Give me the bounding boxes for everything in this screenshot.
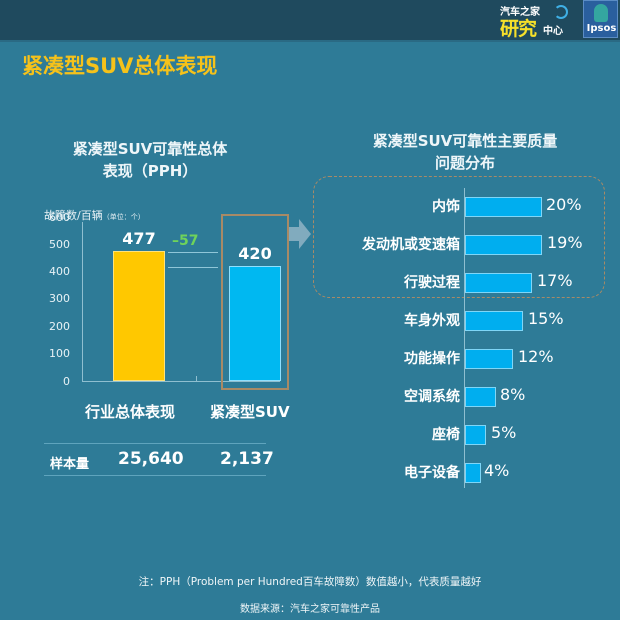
- category-label-suv: 紧凑型SUV: [210, 403, 290, 421]
- issue-label: 车身外观: [404, 313, 460, 329]
- bar-value-suv: 420: [238, 244, 272, 263]
- issue-label: 空调系统: [404, 389, 460, 405]
- y-tick: 300: [49, 292, 70, 305]
- y-tick: 500: [49, 238, 70, 251]
- sample-rule-bottom: [44, 475, 266, 476]
- top-issues-highlight-box: [313, 176, 605, 298]
- issue-label: 功能操作: [404, 351, 460, 367]
- issue-bar: [465, 235, 542, 255]
- issue-row: 电子设备 4%: [0, 460, 620, 484]
- issue-row: 行驶过程 17%: [0, 270, 620, 294]
- issue-bar: [465, 463, 481, 483]
- logo-text-big: 研究: [500, 18, 537, 40]
- issue-bar: [465, 349, 513, 369]
- bar-value-industry: 477: [122, 229, 156, 248]
- sample-rule-top: [44, 443, 266, 444]
- right-title-line2: 问题分布: [434, 154, 495, 172]
- ipsos-text: Ipsos: [586, 23, 617, 34]
- autohome-research-logo: 汽车之家 研究 中心: [500, 2, 578, 40]
- y-tick: 400: [49, 265, 70, 278]
- issue-label: 电子设备: [404, 465, 460, 481]
- bar-industry: [113, 251, 165, 381]
- issue-value: 8%: [500, 385, 526, 404]
- issue-bar: [465, 387, 496, 407]
- left-title-line2: 表现（PPH）: [102, 162, 198, 180]
- issue-value: 12%: [518, 347, 554, 366]
- swirl-icon: [554, 5, 568, 19]
- page-title: 紧凑型SUV总体表现: [22, 54, 218, 78]
- issue-value: 4%: [484, 461, 510, 480]
- right-chart-title: 紧凑型SUV可靠性主要质量 问题分布: [325, 130, 605, 174]
- issue-row: 车身外观 15%: [0, 308, 620, 332]
- y-tick: 200: [49, 320, 70, 333]
- issue-row: 内饰 20%: [0, 194, 620, 218]
- sample-size-industry: 25,640: [118, 449, 184, 469]
- arrow-right-icon: [289, 219, 311, 249]
- left-title-line1: 紧凑型SUV可靠性总体: [72, 140, 228, 158]
- issue-row: 功能操作 12%: [0, 346, 620, 370]
- y-axis-unit: （单位：个）: [102, 213, 145, 221]
- issue-axis-line: [464, 188, 465, 488]
- issue-value: 5%: [491, 423, 517, 442]
- issue-row: 发动机或变速箱 19%: [0, 232, 620, 256]
- ipsos-logo: Ipsos: [583, 0, 618, 38]
- diff-line-top: [168, 252, 218, 253]
- issue-row: 空调系统 8%: [0, 384, 620, 408]
- y-axis-label-text: 故障数/百辆: [44, 209, 103, 222]
- bar-compact-suv: [229, 266, 281, 381]
- suv-highlight-box: [221, 214, 289, 390]
- issue-label: 行驶过程: [404, 275, 460, 291]
- data-source: 数据来源：汽车之家可靠性产品: [240, 604, 380, 615]
- issue-bar: [465, 425, 486, 445]
- y-tick: 600: [49, 211, 70, 224]
- right-title-line1: 紧凑型SUV可靠性主要质量: [372, 132, 558, 150]
- sample-size-label: 样本量: [50, 457, 90, 472]
- issue-value: 19%: [547, 233, 583, 252]
- x-axis-line: [82, 381, 280, 382]
- difference-label: –57: [172, 233, 199, 249]
- issue-label: 座椅: [432, 427, 460, 443]
- issue-label: 发动机或变速箱: [362, 237, 460, 253]
- ipsos-head-icon: [594, 4, 608, 22]
- left-chart-title: 紧凑型SUV可靠性总体 表现（PPH）: [40, 138, 260, 182]
- issue-value: 17%: [537, 271, 573, 290]
- diff-line-bottom: [168, 267, 218, 268]
- issue-label: 内饰: [432, 199, 460, 215]
- category-label-industry: 行业总体表现: [85, 403, 176, 421]
- issue-value: 15%: [528, 309, 564, 328]
- footnote: 注：PPH（Problem per Hundred百车故障数）数值越小，代表质量…: [138, 576, 482, 588]
- header-bar: 汽车之家 研究 中心 Ipsos: [0, 0, 620, 42]
- x-axis-tick: [196, 376, 197, 381]
- y-axis-line: [82, 222, 83, 382]
- y-tick: 100: [49, 347, 70, 360]
- logo-text-small: 汽车之家: [500, 7, 540, 18]
- y-axis-label: 故障数/百辆（单位：个）: [44, 207, 145, 223]
- issue-row: 座椅 5%: [0, 422, 620, 446]
- logo-text-mid: 中心: [543, 26, 563, 37]
- y-tick: 0: [63, 375, 70, 388]
- issue-value: 20%: [546, 195, 582, 214]
- sample-size-suv: 2,137: [220, 449, 274, 469]
- issue-bar: [465, 311, 523, 331]
- issue-bar: [465, 273, 532, 293]
- issue-bar: [465, 197, 542, 217]
